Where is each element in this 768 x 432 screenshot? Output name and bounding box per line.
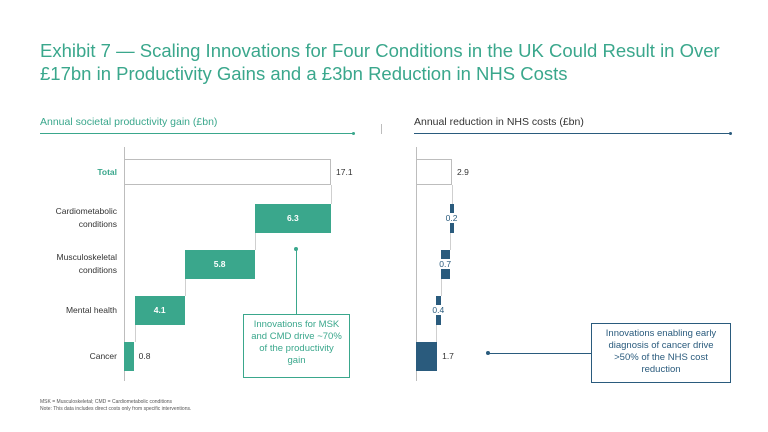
bar-connector xyxy=(440,278,442,296)
nhs-title-rule xyxy=(414,132,732,135)
value-label-total: 2.9 xyxy=(457,167,469,177)
category-axis xyxy=(415,147,417,381)
bar-connector xyxy=(134,324,136,342)
callout-anchor-dot xyxy=(294,247,298,251)
bar-connector xyxy=(254,232,256,250)
category-axis xyxy=(123,147,125,381)
bar-4 xyxy=(416,341,438,371)
productivity-panel-title: Annual societal productivity gain (£bn) xyxy=(40,116,218,128)
cancer-callout-connector xyxy=(488,353,591,354)
bar-connector xyxy=(452,184,453,204)
nhs-panel-title: Annual reduction in NHS costs (£bn) xyxy=(414,116,584,128)
value-label: 0.4 xyxy=(430,305,447,315)
value-label: 5.8 xyxy=(213,259,226,269)
bar-4 xyxy=(124,341,134,371)
rule-end-dot xyxy=(352,132,355,135)
category-label: Musculoskeletal conditions xyxy=(56,252,117,275)
rule-end-dot xyxy=(729,132,732,135)
bar-3 xyxy=(134,295,185,325)
value-label: 6.3 xyxy=(286,213,299,223)
bar-total xyxy=(124,158,331,185)
value-label: 0.2 xyxy=(443,213,460,223)
category-label: Mental health xyxy=(65,304,117,315)
footnote-note: Note: This data includes direct costs on… xyxy=(40,406,192,412)
category-label: Cancer xyxy=(89,350,117,361)
bar-2 xyxy=(184,249,255,279)
value-label-total: 17.1 xyxy=(336,167,353,177)
msk-cmd-callout: Innovations for MSK and CMD drive ~70% o… xyxy=(243,314,350,378)
bar-1 xyxy=(254,203,331,233)
panel-separator xyxy=(381,124,382,134)
bar-connector xyxy=(184,278,186,296)
category-label: Cardiometabolic conditions xyxy=(55,206,117,229)
bar-connector xyxy=(449,232,451,250)
productivity-title-rule xyxy=(40,132,355,135)
callout-anchor-dot xyxy=(486,351,490,355)
page-title: Exhibit 7 — Scaling Innovations for Four… xyxy=(40,40,720,84)
bar-connector xyxy=(435,324,437,342)
footnote-abbreviations: MSK = Musculoskeletal; CMD = Cardiometab… xyxy=(40,399,172,405)
bar-total xyxy=(416,158,452,185)
msk-callout-connector xyxy=(296,249,297,314)
value-label: 4.1 xyxy=(153,305,166,315)
value-label: 0.7 xyxy=(437,259,454,269)
value-label: 1.7 xyxy=(442,351,454,361)
category-label: Total xyxy=(97,166,117,177)
cancer-callout: Innovations enabling early diagnosis of … xyxy=(591,323,731,383)
value-label: 0.8 xyxy=(138,351,151,361)
bar-connector xyxy=(331,184,332,204)
